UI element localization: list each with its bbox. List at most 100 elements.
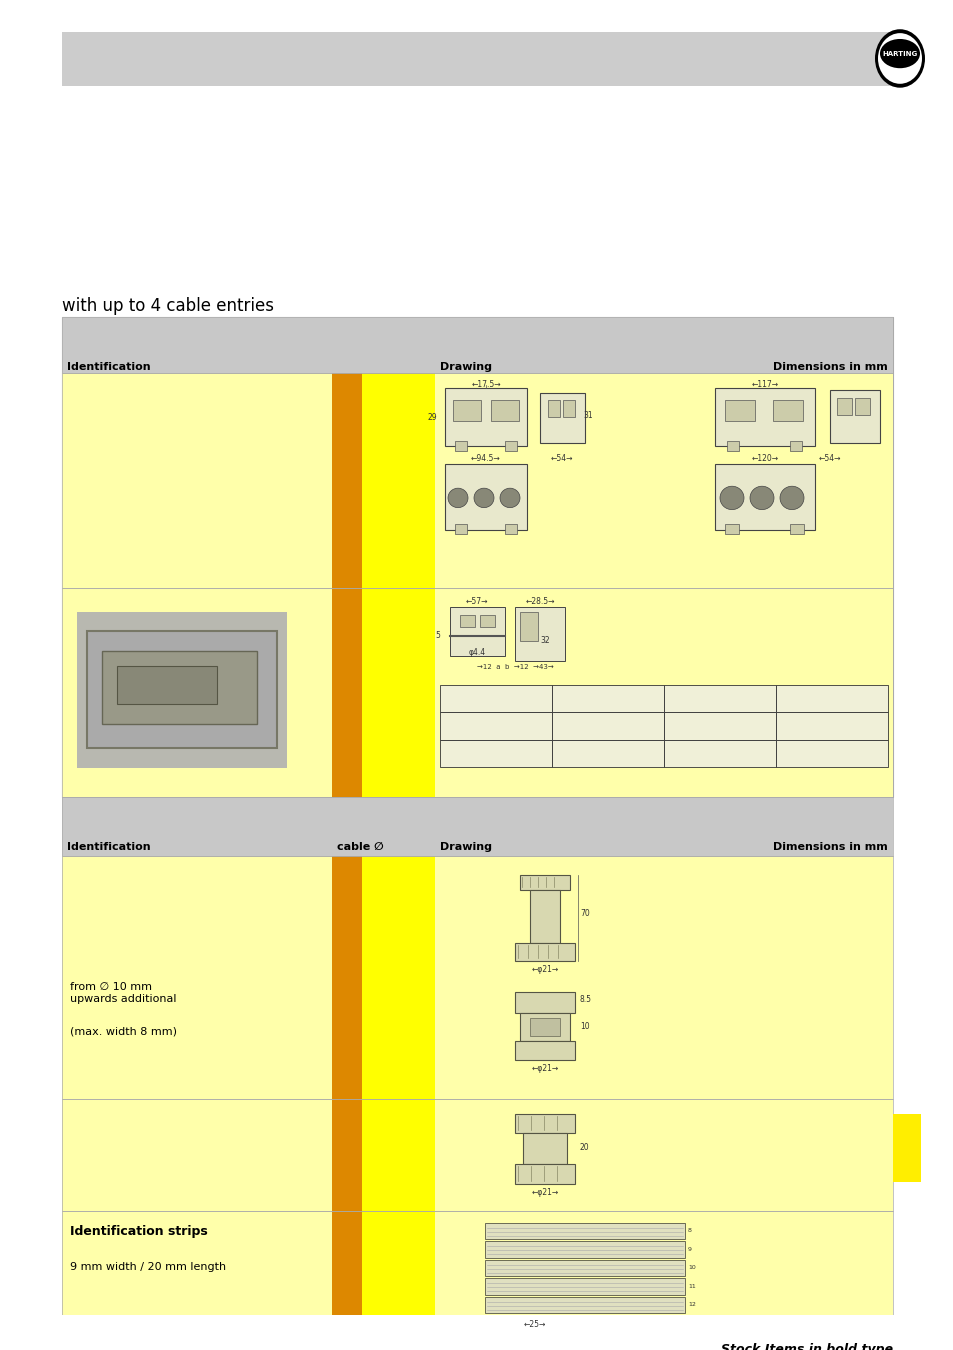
Bar (522, 1133, 566, 1165)
Bar (726, 441, 739, 451)
Bar (552, 684, 663, 713)
Bar (332, 856, 361, 1099)
Text: 9 mm width / 20 mm length: 9 mm width / 20 mm length (70, 1262, 226, 1272)
Bar (484, 1278, 684, 1295)
Bar (789, 524, 803, 535)
Text: 5: 5 (435, 632, 439, 640)
Bar (854, 397, 869, 414)
Text: cable ∅: cable ∅ (336, 842, 383, 852)
Bar (62, 1099, 332, 1211)
Bar (444, 387, 526, 447)
Bar (62, 373, 332, 587)
Text: ←54→: ←54→ (818, 454, 841, 463)
Text: 10: 10 (687, 1265, 695, 1270)
Bar (361, 1211, 435, 1328)
Bar (459, 614, 475, 626)
Text: Stock Items in bold type: Stock Items in bold type (720, 1343, 892, 1350)
Bar (62, 587, 892, 796)
Text: (max. width 8 mm): (max. width 8 mm) (70, 1026, 177, 1035)
Bar (62, 32, 892, 86)
Bar (775, 713, 887, 740)
Bar (515, 608, 564, 660)
Bar (361, 1099, 435, 1211)
Bar (515, 1041, 575, 1060)
Bar (62, 317, 892, 796)
Bar (479, 614, 495, 626)
Text: ←57→: ←57→ (465, 597, 488, 606)
Text: 8.5: 8.5 (579, 995, 592, 1004)
Text: Identification strips: Identification strips (70, 1224, 208, 1238)
Bar (62, 796, 892, 856)
Circle shape (780, 486, 803, 509)
Text: 29: 29 (427, 413, 436, 421)
Bar (789, 441, 801, 451)
Bar (439, 684, 552, 713)
Text: φ4.4: φ4.4 (468, 648, 485, 657)
Bar (332, 1099, 361, 1211)
Text: Drawing: Drawing (439, 842, 492, 852)
Bar (62, 796, 892, 856)
Text: 9: 9 (687, 1246, 691, 1251)
Bar (361, 587, 435, 796)
Bar (62, 1211, 332, 1328)
Text: 20: 20 (579, 1143, 589, 1153)
Bar (562, 400, 575, 417)
Bar (547, 400, 559, 417)
Bar (530, 890, 559, 944)
Ellipse shape (874, 30, 924, 88)
Bar (62, 1099, 892, 1211)
Text: 12: 12 (687, 1303, 695, 1307)
Text: with up to 4 cable entries: with up to 4 cable entries (62, 297, 274, 315)
Bar (515, 944, 575, 961)
Bar (435, 856, 892, 1099)
Bar (77, 612, 287, 768)
Bar (775, 684, 887, 713)
Bar (484, 1242, 684, 1258)
Text: 10: 10 (579, 1022, 589, 1030)
Bar (455, 441, 467, 451)
Text: 31: 31 (582, 410, 592, 420)
Bar (484, 1223, 684, 1239)
Bar (435, 373, 892, 587)
Bar (62, 373, 892, 587)
Bar (724, 400, 754, 421)
Bar (491, 400, 518, 421)
Bar (484, 1297, 684, 1314)
Bar (519, 875, 569, 890)
Text: Dimensions in mm: Dimensions in mm (773, 362, 887, 371)
Bar (663, 684, 775, 713)
Bar (552, 713, 663, 740)
Ellipse shape (877, 34, 921, 84)
Text: ←φ21→: ←φ21→ (531, 1188, 558, 1197)
Bar (332, 1211, 361, 1328)
Text: ←117→: ←117→ (751, 379, 778, 389)
Text: ←φ21→: ←φ21→ (531, 1064, 558, 1073)
Bar (87, 632, 276, 748)
Text: ←φ21→: ←φ21→ (531, 965, 558, 973)
Text: ←120→: ←120→ (751, 454, 778, 463)
Bar (775, 740, 887, 767)
Bar (829, 390, 879, 443)
Text: ←28.5→: ←28.5→ (525, 597, 554, 606)
Bar (663, 713, 775, 740)
Text: 32: 32 (539, 636, 549, 645)
Bar (62, 317, 892, 373)
Circle shape (499, 489, 519, 508)
Bar (62, 1211, 892, 1328)
Bar (435, 1099, 892, 1211)
Bar (724, 524, 739, 535)
Bar (519, 1014, 569, 1041)
Bar (772, 400, 802, 421)
Bar (332, 587, 361, 796)
Bar (62, 587, 332, 796)
Bar (455, 524, 467, 535)
Bar (836, 397, 851, 414)
Text: from ∅ 10 mm
upwards additional: from ∅ 10 mm upwards additional (70, 983, 176, 1004)
Text: HARTING: HARTING (882, 50, 917, 57)
Bar (450, 608, 504, 656)
Text: ←94.5→: ←94.5→ (471, 454, 500, 463)
Bar (714, 387, 814, 447)
Circle shape (474, 489, 494, 508)
Text: Identification: Identification (67, 842, 151, 852)
Text: 11: 11 (687, 1284, 695, 1289)
